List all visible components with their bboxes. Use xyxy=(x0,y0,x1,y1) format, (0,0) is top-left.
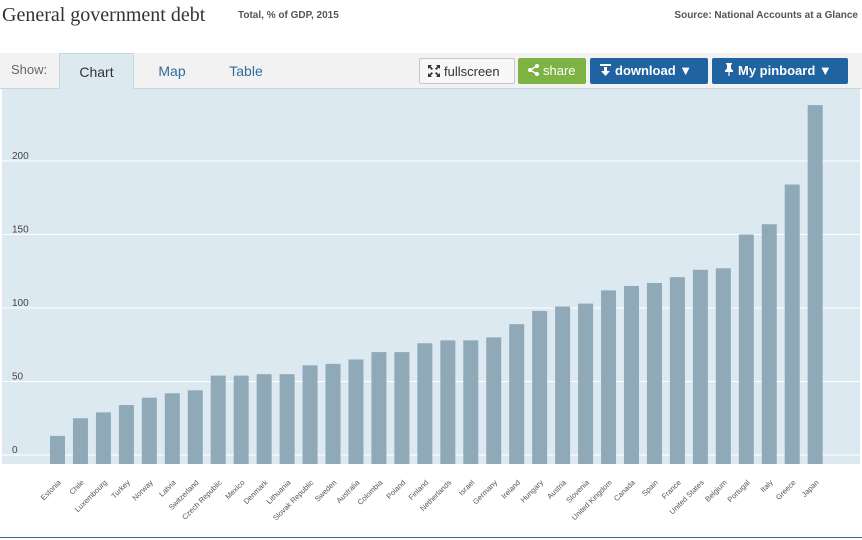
bar xyxy=(118,405,134,464)
chart-title: General government debt xyxy=(2,4,206,26)
x-tick-label: Portugal xyxy=(726,478,752,504)
share-icon xyxy=(528,58,539,84)
x-tick-label: Norway xyxy=(130,478,155,503)
bar xyxy=(348,359,364,464)
x-tick-label: Poland xyxy=(384,478,407,501)
x-tick-label: Latvia xyxy=(157,477,178,498)
fullscreen-label: fullscreen xyxy=(444,64,500,79)
pinboard-button[interactable]: My pinboard ▼ xyxy=(712,58,848,84)
bar xyxy=(624,285,639,464)
bar xyxy=(325,363,341,464)
chart-header: General government debt Total, % of GDP,… xyxy=(0,0,862,34)
chart-subtitle: Total, % of GDP, 2015 xyxy=(238,10,339,21)
bottom-rule xyxy=(0,537,862,538)
bar xyxy=(601,290,617,464)
bar xyxy=(509,324,525,464)
bar xyxy=(50,435,65,464)
download-button[interactable]: download ▼ xyxy=(590,58,708,84)
bar xyxy=(417,343,433,464)
fullscreen-button[interactable]: fullscreen xyxy=(419,58,515,84)
x-tick-label: Greece xyxy=(774,478,798,502)
bar xyxy=(95,412,111,464)
x-tick-label: Germany xyxy=(471,478,499,506)
tab-table[interactable]: Table xyxy=(229,63,263,79)
x-tick-label: Chile xyxy=(67,478,85,496)
x-tick-label: Slovak Republic xyxy=(271,478,316,523)
bar xyxy=(646,283,662,464)
chart-toolbar: Show: Chart Map Table fullscreen share d… xyxy=(0,53,862,90)
x-tick-label: Spain xyxy=(640,478,660,498)
bar xyxy=(440,340,456,464)
bar xyxy=(463,340,479,464)
x-tick-label: Japan xyxy=(800,478,821,499)
x-tick-label: Belgium xyxy=(703,478,729,504)
y-tick-label: 50 xyxy=(12,372,24,383)
x-tick-label: United Kingdom xyxy=(570,478,614,522)
y-tick-label: 0 xyxy=(12,445,18,456)
bar xyxy=(784,184,800,464)
x-tick-label: Turkey xyxy=(109,478,132,501)
bar xyxy=(256,374,272,464)
bar xyxy=(715,268,731,464)
bar xyxy=(371,352,387,464)
download-icon xyxy=(600,58,611,84)
bar xyxy=(555,306,571,464)
y-tick-label: 100 xyxy=(12,298,29,309)
x-tick-label: Hungary xyxy=(519,478,546,505)
x-tick-label: Italy xyxy=(759,478,775,494)
tab-map[interactable]: Map xyxy=(158,63,186,79)
bar xyxy=(210,375,226,464)
chart-source: Source: National Accounts at a Glance xyxy=(674,10,858,21)
tab-chart[interactable]: Chart xyxy=(59,53,134,90)
y-tick-label: 150 xyxy=(12,225,29,236)
show-label: Show: xyxy=(11,62,48,77)
bar xyxy=(187,390,203,464)
bar xyxy=(738,234,754,464)
bar xyxy=(72,418,88,464)
x-tick-label: Israel xyxy=(457,478,477,498)
y-tick-label: 200 xyxy=(12,151,29,162)
x-tick-label: Colombia xyxy=(356,477,385,506)
share-button[interactable]: share xyxy=(518,58,586,84)
bar xyxy=(532,310,548,464)
chart-area: 0 50 100 150 200 Estonia Chile Luxembourg Turkey… xyxy=(0,89,862,537)
bar xyxy=(669,277,685,464)
bar xyxy=(233,375,249,464)
bar xyxy=(761,224,777,464)
bar xyxy=(692,269,708,464)
x-tick-label: Canada xyxy=(612,477,638,503)
bar xyxy=(578,303,594,464)
x-tick-label: Estonia xyxy=(39,477,64,502)
download-label: download ▼ xyxy=(615,63,693,78)
bar xyxy=(486,337,502,464)
fullscreen-icon xyxy=(428,59,440,85)
bar xyxy=(279,374,295,464)
bar xyxy=(807,105,823,464)
bar xyxy=(394,352,410,464)
pin-icon xyxy=(724,58,734,84)
bar xyxy=(141,397,157,464)
bar xyxy=(302,365,318,464)
bar xyxy=(164,393,180,464)
pinboard-label: My pinboard ▼ xyxy=(738,63,832,78)
share-label: share xyxy=(543,63,576,78)
